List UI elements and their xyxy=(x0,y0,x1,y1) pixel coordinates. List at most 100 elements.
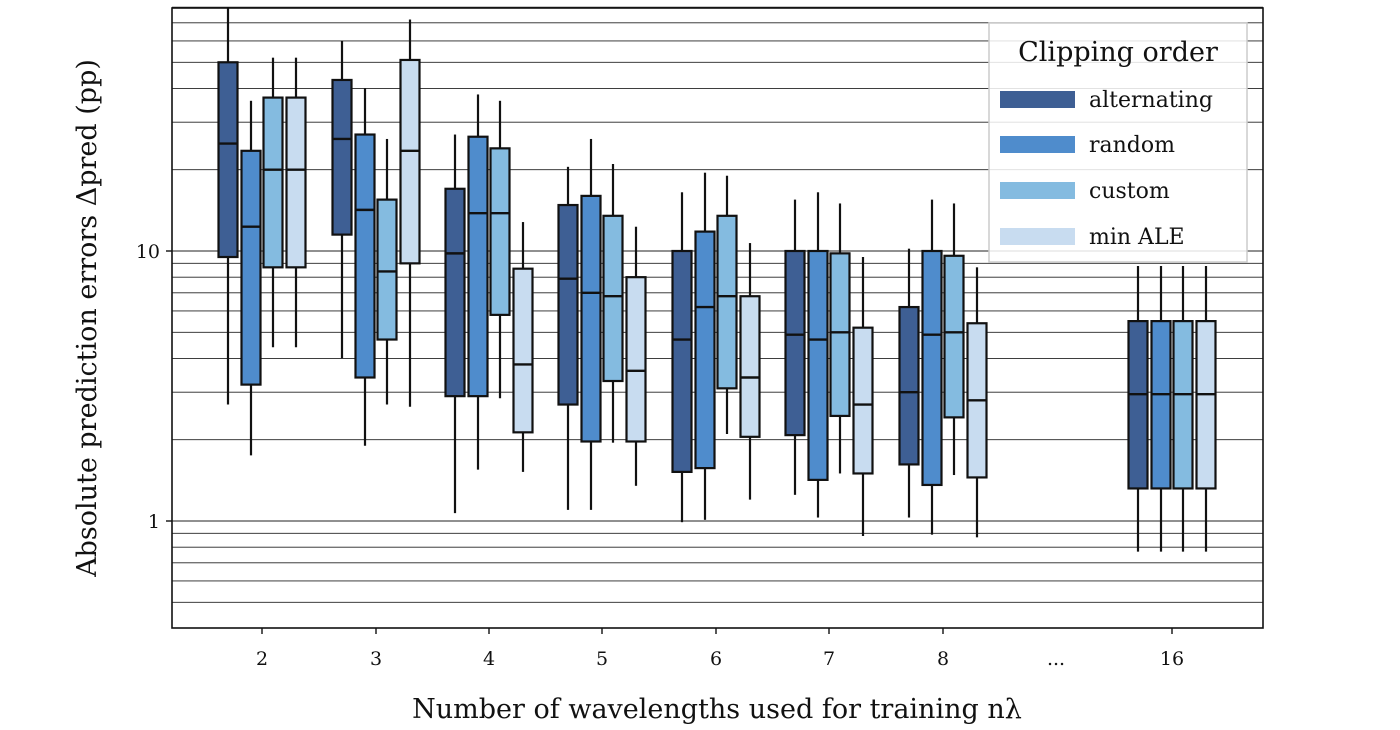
legend-items: alternating random custom min ALE xyxy=(1000,88,1213,250)
y-tick-label: 10 xyxy=(136,241,160,263)
plot-frame xyxy=(171,7,1264,629)
legend-label: min ALE xyxy=(1089,225,1185,250)
y-tick-label: 1 xyxy=(148,511,160,533)
legend-swatch xyxy=(1000,136,1075,153)
box xyxy=(262,57,284,348)
box-iqr xyxy=(557,203,579,406)
box-iqr xyxy=(716,214,738,390)
box-iqr xyxy=(285,96,307,269)
box xyxy=(1172,265,1194,552)
x-axis-label: Number of wavelengths used for training … xyxy=(412,694,1022,725)
legend-item: min ALE xyxy=(1000,225,1185,250)
box-iqr xyxy=(829,252,851,418)
box xyxy=(1127,265,1149,552)
box-iqr xyxy=(1127,320,1149,490)
box-iqr xyxy=(943,254,965,419)
box xyxy=(467,94,489,470)
x-tick-label: ... xyxy=(1047,648,1065,670)
legend-label: custom xyxy=(1089,179,1170,204)
x-tick-label: 7 xyxy=(823,648,835,670)
box xyxy=(784,199,806,495)
legend-item: alternating xyxy=(1000,88,1213,113)
box xyxy=(444,134,466,514)
box xyxy=(240,100,262,456)
box xyxy=(625,226,647,486)
x-tick-label: 8 xyxy=(937,648,949,670)
legend-item: custom xyxy=(1000,179,1170,204)
box-iqr xyxy=(399,58,421,265)
box-iqr xyxy=(671,249,693,474)
box xyxy=(557,166,579,510)
box-iqr xyxy=(354,133,376,379)
box-iqr xyxy=(262,96,284,269)
box-iqr xyxy=(852,326,874,475)
box-iqr xyxy=(240,149,262,386)
series-alternating xyxy=(217,7,1149,552)
box-iqr xyxy=(694,230,716,470)
legend: Clipping order alternating random custom mi… xyxy=(988,22,1248,263)
box-iqr xyxy=(898,305,920,466)
box-iqr xyxy=(1172,320,1194,490)
box xyxy=(852,257,874,536)
box xyxy=(694,172,716,520)
box xyxy=(217,7,239,405)
x-axis-label-main: Number of wavelengths used for training … xyxy=(412,694,1022,725)
box-series xyxy=(217,7,1217,552)
y-axis-ticks: 1 10 xyxy=(136,241,172,533)
legend-label: alternating xyxy=(1089,88,1213,113)
box xyxy=(1195,265,1217,552)
box xyxy=(807,192,829,518)
box xyxy=(602,164,624,443)
box-iqr xyxy=(512,267,534,434)
legend-item: random xyxy=(1000,133,1175,158)
box xyxy=(354,88,376,446)
box xyxy=(829,203,851,474)
legend-swatch xyxy=(1000,182,1075,199)
box xyxy=(966,267,988,538)
box xyxy=(921,199,943,535)
box xyxy=(512,222,534,472)
box xyxy=(671,192,693,523)
box-iqr xyxy=(217,61,239,259)
box xyxy=(716,175,738,435)
box-iqr xyxy=(467,135,489,398)
box-iqr xyxy=(1195,320,1217,490)
box xyxy=(489,100,511,399)
box-iqr xyxy=(331,78,353,236)
box xyxy=(285,57,307,348)
box-iqr xyxy=(784,249,806,437)
x-tick-label: 6 xyxy=(710,648,722,670)
box xyxy=(399,19,421,407)
box xyxy=(739,243,761,500)
x-axis-ticks: 2 3 4 5 6 7 8... 16 xyxy=(256,628,1184,670)
box-iqr xyxy=(739,295,761,438)
box xyxy=(580,138,602,510)
box-iqr xyxy=(807,249,829,481)
legend-label: random xyxy=(1089,133,1175,158)
legend-title: Clipping order xyxy=(1018,37,1218,68)
box-iqr xyxy=(444,187,466,398)
box-iqr xyxy=(580,194,602,443)
legend-swatch xyxy=(1000,228,1075,245)
box xyxy=(376,138,398,405)
x-tick-label: 2 xyxy=(256,648,268,670)
x-tick-label: 4 xyxy=(483,648,495,670)
legend-swatch xyxy=(1000,91,1075,108)
y-axis-label: Absolute prediction errors Δpred (pp) xyxy=(72,59,103,578)
box-iqr xyxy=(625,276,647,443)
box xyxy=(943,203,965,476)
box xyxy=(1150,265,1172,552)
box xyxy=(331,40,353,359)
box-iqr xyxy=(1150,320,1172,490)
series-random xyxy=(240,88,1172,552)
series-min-ale xyxy=(285,19,1217,552)
x-tick-label: 3 xyxy=(370,648,382,670)
box-iqr xyxy=(602,214,624,383)
x-tick-label: 5 xyxy=(596,648,608,670)
box-iqr xyxy=(489,147,511,316)
series-custom xyxy=(262,57,1194,552)
box-iqr xyxy=(376,198,398,341)
box-iqr xyxy=(921,249,943,487)
x-tick-label: 16 xyxy=(1160,648,1184,670)
